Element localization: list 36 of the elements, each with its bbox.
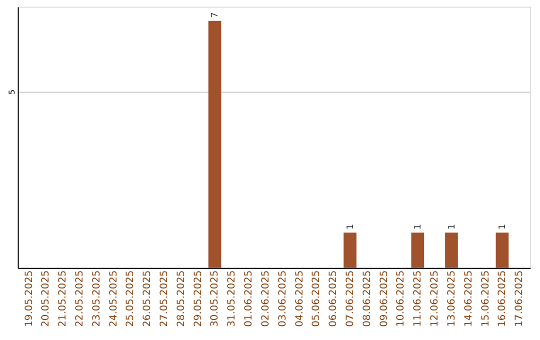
x-tick-label: 05.06.2025	[311, 270, 322, 327]
x-tick-label: 25.05.2025	[125, 270, 136, 327]
x-tick-label: 16.06.2025	[497, 270, 508, 327]
x-tick-label: 29.05.2025	[192, 270, 204, 327]
x-tick-label: 28.05.2025	[176, 270, 187, 327]
data-label: 1	[498, 224, 508, 230]
x-tick-label: 06.06.2025	[328, 270, 340, 327]
x-tick-label: 11.06.2025	[412, 270, 424, 327]
x-tick-label: 08.06.2025	[362, 270, 373, 327]
x-tick-label: 15.06.2025	[480, 270, 492, 327]
x-tick-label: 01.06.2025	[244, 270, 255, 327]
x-tick-label: 26.05.2025	[142, 270, 154, 327]
x-tick-label: 07.06.2025	[345, 270, 356, 327]
x-tick-label: 21.05.2025	[58, 270, 69, 327]
x-tick-label: 03.06.2025	[277, 270, 288, 327]
x-tick-label: 24.05.2025	[108, 270, 120, 327]
x-tick-label: 27.05.2025	[159, 270, 170, 327]
x-tick-label: 10.06.2025	[396, 270, 407, 327]
x-tick-label: 14.06.2025	[463, 270, 474, 327]
x-tick-label: 02.06.2025	[260, 270, 272, 327]
data-label: 1	[447, 224, 458, 230]
data-label: 1	[346, 224, 356, 230]
x-tick-label: 31.05.2025	[226, 270, 238, 327]
y-tick-label: 5	[7, 89, 16, 94]
x-tick-label: 19.05.2025	[24, 270, 35, 327]
data-label: 7	[210, 12, 221, 18]
x-tick-label: 09.06.2025	[378, 270, 390, 327]
x-tick-label: 22.05.2025	[74, 270, 86, 327]
x-tick-label: 17.06.2025	[514, 270, 526, 327]
data-label: 1	[414, 224, 424, 230]
x-tick-label: 23.05.2025	[91, 270, 102, 327]
x-tick-label: 12.06.2025	[430, 270, 441, 327]
x-tick-label: 04.06.2025	[294, 270, 306, 327]
x-tick-label: 30.05.2025	[210, 270, 221, 327]
x-tick-label: 13.06.2025	[446, 270, 458, 327]
x-tick-label: 20.05.2025	[40, 270, 52, 327]
